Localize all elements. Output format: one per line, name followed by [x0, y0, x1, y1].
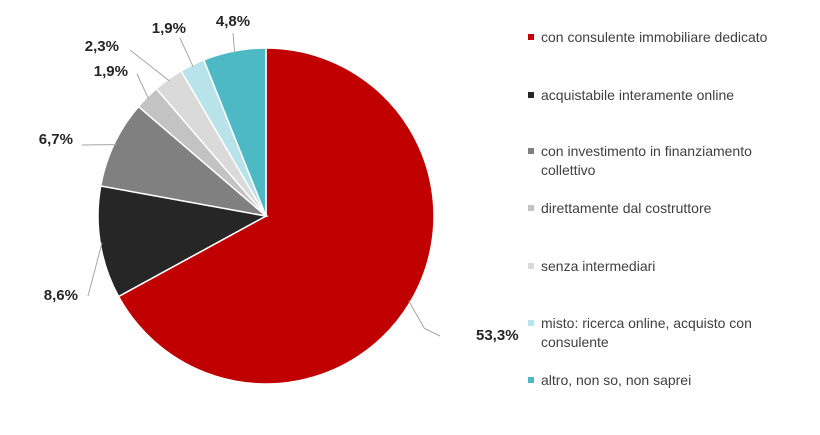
legend-swatch: [528, 320, 534, 326]
legend-label: misto: ricerca online, acquisto con cons…: [541, 315, 752, 350]
data-label: 2,3%: [85, 38, 119, 55]
data-label: 4,8%: [216, 13, 250, 30]
legend-swatch: [528, 148, 534, 154]
leader-line: [136, 73, 149, 99]
legend-swatch: [528, 205, 534, 211]
leader-line: [179, 37, 194, 68]
legend-item: con consulente immobiliare dedicato: [528, 28, 798, 47]
data-label: 53,3%: [476, 327, 519, 344]
data-label: 1,9%: [94, 63, 128, 80]
legend-label: con consulente immobiliare dedicato: [541, 29, 768, 45]
legend-item: altro, non so, non saprei: [528, 371, 798, 390]
legend-swatch: [528, 34, 534, 40]
legend-item: misto: ricerca online, acquisto con cons…: [528, 314, 798, 352]
legend-label: acquistabile interamente online: [541, 87, 735, 103]
pie-slice: [117, 47, 435, 385]
legend-swatch: [528, 377, 534, 383]
data-label: 1,9%: [152, 20, 186, 37]
legend-swatch: [528, 92, 534, 98]
legend-item: con investimento in finanziamento collet…: [528, 142, 798, 180]
data-label: 8,6%: [44, 287, 78, 304]
legend-label: senza intermediari: [541, 258, 656, 274]
legend-item: direttamente dal costruttore: [528, 199, 798, 218]
legend-item: senza intermediari: [528, 257, 798, 276]
pie-slice: [99, 105, 269, 218]
leader-line: [408, 300, 441, 337]
leader-line: [87, 242, 103, 297]
legend-swatch: [528, 263, 534, 269]
legend-item: acquistabile interamente online: [528, 86, 798, 105]
legend-label: altro, non so, non saprei: [541, 372, 692, 388]
data-label: 6,7%: [39, 131, 73, 148]
leader-line: [129, 49, 170, 82]
leader-line: [232, 32, 236, 54]
pie-slice: [97, 185, 269, 298]
legend-label: con investimento in finanziamento collet…: [541, 143, 752, 178]
legend-label: direttamente dal costruttore: [541, 200, 712, 216]
